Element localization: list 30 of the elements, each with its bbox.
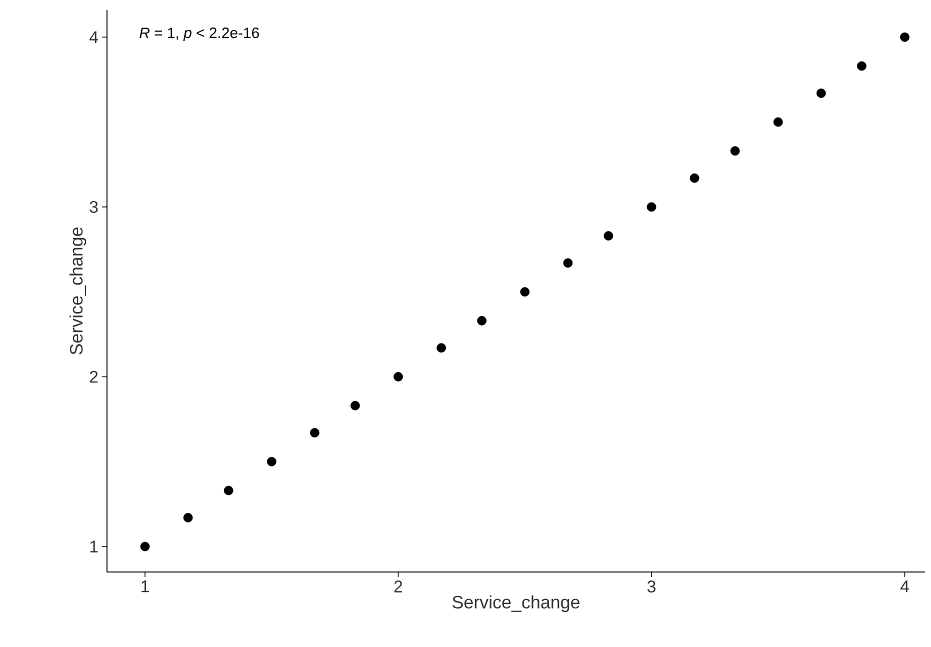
point (520, 287, 530, 297)
point (730, 146, 740, 156)
point (900, 32, 910, 42)
y-tick-label: 4 (89, 31, 98, 43)
point (224, 486, 234, 496)
y-tick-label: 3 (90, 200, 98, 213)
point (140, 542, 150, 552)
point (310, 428, 320, 438)
x-tick-label: 3 (647, 580, 656, 593)
point (394, 372, 403, 382)
point (350, 400, 360, 410)
y-tick-label: 1 (90, 540, 98, 552)
x-tick-label: 1 (142, 580, 149, 592)
point (646, 202, 656, 212)
point (563, 258, 573, 268)
point (773, 117, 783, 127)
point (857, 61, 866, 71)
point (816, 88, 826, 98)
y-tick-label: 2 (90, 370, 98, 383)
y-axis-title: Service_change (70, 228, 86, 354)
point (266, 456, 276, 466)
point (690, 173, 700, 183)
point (183, 512, 193, 522)
x-tick-label: 2 (394, 580, 402, 592)
point (604, 231, 614, 241)
point (436, 343, 446, 353)
annotation: R = 1, p < 2.2e-16 (140, 28, 259, 42)
x-tick-label: 4 (900, 580, 909, 592)
x-axis-title: Service_change (452, 595, 580, 612)
point (477, 316, 487, 326)
